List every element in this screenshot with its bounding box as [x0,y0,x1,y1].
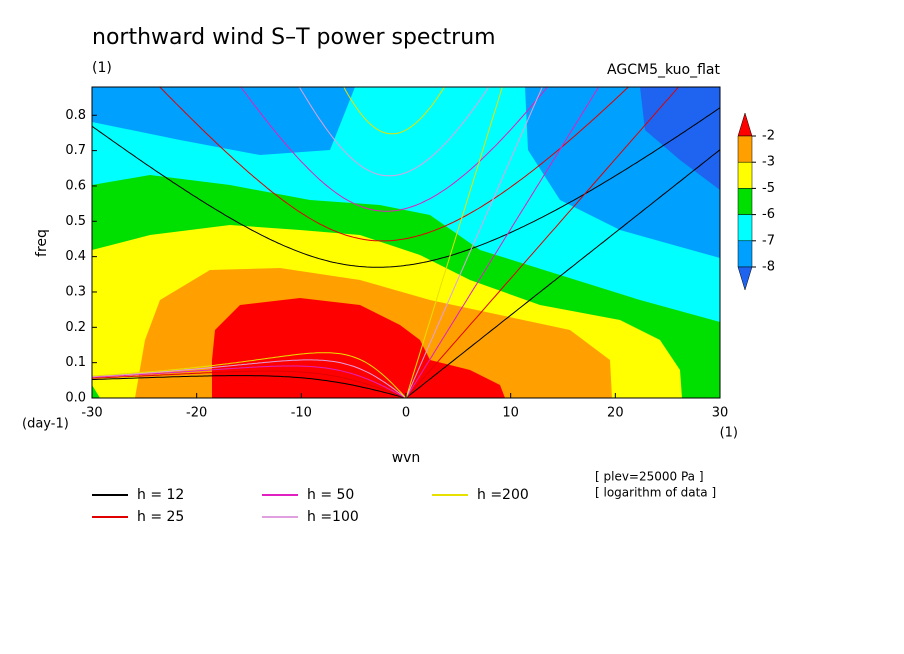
y-tick-label: 0.4 [65,249,86,264]
colorbar-segment [737,161,753,189]
y-tick-label: 0.5 [65,214,86,229]
subtitle-left: (1) [92,60,112,76]
y-tick-label: 0.3 [65,284,86,299]
y-tick-label: 0.7 [65,143,86,158]
dispersion-curve [343,87,445,135]
colorbar-segment [737,240,753,268]
x-axis-label: wvn [392,450,421,466]
dispersion-curve [159,87,630,242]
colorbar-segment [737,214,753,242]
y-tick-label: 0.1 [65,355,86,370]
dispersion-curve [405,149,720,398]
subtitle-right: AGCM5_kuo_flat [607,62,720,78]
dispersion-curve [92,375,407,398]
colorbar-segment [737,135,753,163]
dispersion-curve [405,87,680,398]
y-unit: (day-1) [22,417,69,432]
dispersion-curve [405,87,543,398]
dispersion-curve [92,107,720,268]
colorbar-label: -3 [762,155,775,170]
x-tick-label: -30 [81,406,102,421]
dispersion-curve [298,87,490,177]
fill-red [212,298,505,398]
dispersion-curve [92,352,407,398]
x-tick-label: -10 [291,406,312,421]
legend-label: h =200 [477,487,529,503]
x-tick-label: 10 [502,406,519,421]
chart-title: northward wind S–T power spectrum [92,25,496,50]
y-tick-label: 0.0 [65,391,86,406]
dispersion-curve [405,87,503,398]
legend-label: h = 12 [137,487,184,503]
legend-label: h = 50 [307,487,354,503]
dispersion-curve [92,365,407,398]
y-tick-label: 0.8 [65,108,86,123]
x-unit: (1) [720,426,738,441]
x-tick-label: -20 [186,406,207,421]
y-tick-label: 0.2 [65,320,86,335]
colorbar-segment [737,188,753,215]
y-tick-label: 0.6 [65,178,86,193]
note: [ logarithm of data ] [595,486,716,500]
dispersion-curve [92,370,407,398]
colorbar-segment [737,266,753,291]
fill-blue [640,87,720,190]
x-tick-label: 20 [607,406,624,421]
dispersion-curve [405,87,600,398]
x-tick-label: 30 [712,406,729,421]
colorbar-label: -8 [762,260,775,275]
colorbar-label: -6 [762,207,775,222]
y-axis-label: freq [34,229,50,257]
colorbar-label: -7 [762,233,775,248]
note: [ plev=25000 Pa ] [595,470,704,484]
colorbar-label: -2 [762,129,775,144]
contour-fill [92,87,720,398]
x-tick-label: 0 [402,406,410,421]
legend-label: h =100 [307,509,359,525]
dispersion-curves [92,87,720,398]
colorbar-segment [737,112,753,137]
legend-label: h = 25 [137,509,184,525]
dispersion-curve [240,87,548,212]
colorbar-label: -5 [762,181,775,196]
dispersion-curve [92,359,407,398]
